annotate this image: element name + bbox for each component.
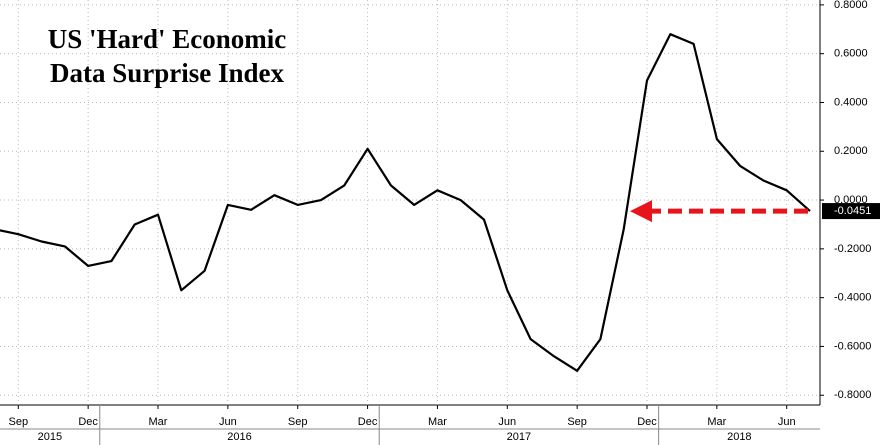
y-tick-label: 0.8000 <box>834 0 868 11</box>
last-value-box <box>822 203 880 220</box>
x-tick-label: Sep <box>8 416 28 428</box>
chart-title: US 'Hard' Economic Data Surprise Index <box>47 24 287 88</box>
x-tick-label: Mar <box>707 416 726 428</box>
x-tick-label: Dec <box>78 416 98 428</box>
y-tick-label: 0.0000 <box>834 194 868 206</box>
x-tick-label: Mar <box>428 416 447 428</box>
year-label: 2016 <box>227 431 251 443</box>
y-tick-label: -0.8000 <box>834 389 871 401</box>
data-line <box>0 33 811 372</box>
x-tick-label: Sep <box>288 416 308 428</box>
last-value-label: -0.0451 <box>834 205 871 217</box>
y-tick-label: -0.2000 <box>834 243 871 255</box>
year-label: 2017 <box>507 431 531 443</box>
y-tick-label: -0.6000 <box>834 340 871 352</box>
x-tick-label: Jun <box>219 416 237 428</box>
y-tick-label: -0.4000 <box>834 292 871 304</box>
x-tick-label: Sep <box>567 416 587 428</box>
x-tick-label: Dec <box>358 416 378 428</box>
x-tick-label: Jun <box>778 416 796 428</box>
arrow-head <box>630 200 652 223</box>
x-tick-label: Dec <box>637 416 657 428</box>
y-tick-label: 0.4000 <box>834 96 868 108</box>
y-tick-label: 0.2000 <box>834 145 868 157</box>
year-label: 2015 <box>38 431 62 443</box>
y-tick-label: 0.6000 <box>834 48 868 60</box>
year-label: 2018 <box>727 431 751 443</box>
x-tick-label: Mar <box>149 416 168 428</box>
x-tick-label: Jun <box>498 416 516 428</box>
